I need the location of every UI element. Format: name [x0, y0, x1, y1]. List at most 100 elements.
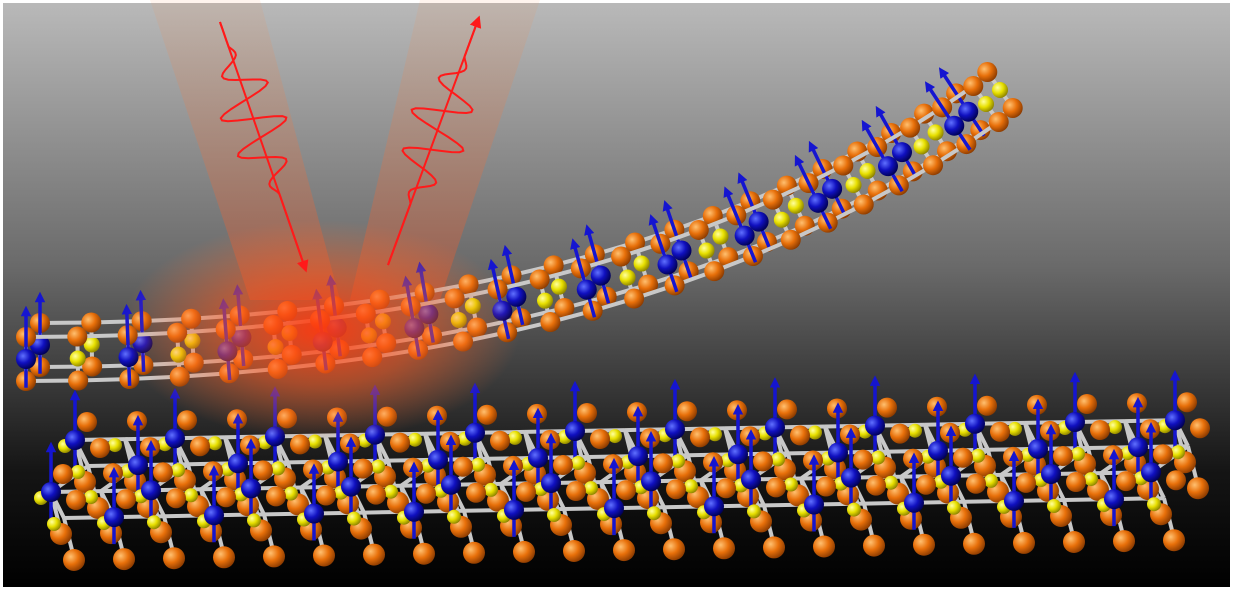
- atom: [813, 535, 835, 558]
- atom: [927, 124, 944, 141]
- atom: [908, 423, 922, 438]
- atom: [1163, 529, 1185, 552]
- atom: [984, 473, 998, 488]
- atom: [1190, 418, 1210, 439]
- atom: [763, 536, 785, 559]
- atom: [441, 474, 461, 495]
- atom: [1171, 445, 1185, 460]
- atom: [428, 449, 448, 470]
- atom: [1002, 97, 1023, 118]
- atom: [477, 404, 497, 425]
- atom: [833, 155, 854, 176]
- atom: [633, 255, 650, 272]
- atom: [404, 501, 424, 522]
- atom: [408, 432, 422, 447]
- atom: [304, 503, 324, 524]
- atom: [584, 481, 598, 496]
- atom: [777, 399, 797, 420]
- atom: [347, 511, 361, 526]
- atom: [624, 288, 645, 309]
- atom: [228, 453, 248, 474]
- atom: [190, 436, 210, 457]
- atom: [266, 486, 286, 507]
- atom: [284, 486, 298, 501]
- atom: [84, 490, 98, 505]
- atom: [1104, 489, 1124, 510]
- atom: [16, 349, 36, 369]
- atom: [71, 465, 85, 479]
- atom: [953, 447, 973, 468]
- atom: [1066, 472, 1086, 492]
- atom: [551, 278, 568, 295]
- atom: [741, 469, 761, 490]
- atom: [177, 410, 197, 431]
- atom: [900, 117, 921, 138]
- atom: [762, 189, 783, 210]
- atom: [565, 421, 585, 441]
- atom: [1063, 531, 1085, 553]
- atom: [992, 82, 1008, 98]
- atom: [963, 532, 985, 555]
- atom: [90, 438, 110, 458]
- atom: [1128, 437, 1148, 458]
- atom: [1077, 394, 1097, 414]
- atom: [944, 115, 965, 136]
- atom: [1090, 420, 1110, 440]
- atom: [63, 549, 85, 571]
- atom: [977, 395, 997, 416]
- atom: [508, 430, 522, 445]
- atom: [253, 460, 273, 481]
- atom: [753, 451, 773, 472]
- atom: [213, 546, 235, 569]
- atom: [677, 401, 697, 422]
- ray: [219, 21, 309, 273]
- atom: [923, 155, 944, 176]
- atom: [208, 436, 222, 451]
- atom: [516, 481, 536, 502]
- atom: [890, 423, 910, 444]
- atom: [104, 507, 124, 528]
- atom: [965, 413, 985, 434]
- atom: [808, 425, 822, 440]
- atom: [313, 544, 335, 567]
- atom: [916, 474, 936, 495]
- atom: [690, 427, 710, 448]
- light-waves: [219, 15, 482, 273]
- atom: [504, 499, 524, 520]
- atom: [69, 350, 86, 367]
- atom: [1147, 497, 1161, 512]
- atom: [638, 274, 659, 295]
- atom: [748, 211, 769, 232]
- atom: [684, 479, 698, 494]
- atom: [666, 479, 686, 500]
- atom: [784, 477, 798, 492]
- atom: [947, 500, 961, 515]
- atom: [68, 370, 89, 391]
- atom: [540, 312, 561, 333]
- atom: [1053, 446, 1073, 466]
- atom: [384, 484, 398, 499]
- atom: [853, 194, 874, 215]
- atom: [913, 533, 935, 556]
- atom: [913, 138, 930, 155]
- atom: [613, 539, 635, 562]
- atom: [688, 219, 709, 240]
- atom: [576, 279, 597, 300]
- atom: [988, 111, 1009, 132]
- atom: [1166, 470, 1186, 491]
- atom: [490, 430, 510, 451]
- atom: [590, 429, 610, 449]
- atom: [966, 473, 986, 494]
- atom: [611, 246, 632, 267]
- atom: [371, 459, 385, 474]
- atom: [904, 492, 924, 513]
- atom: [765, 417, 785, 438]
- atom: [1113, 530, 1135, 553]
- atom: [416, 483, 436, 504]
- atom: [773, 211, 790, 228]
- atom: [216, 487, 236, 508]
- atom: [865, 415, 885, 436]
- atom: [647, 506, 661, 521]
- atom: [466, 482, 486, 503]
